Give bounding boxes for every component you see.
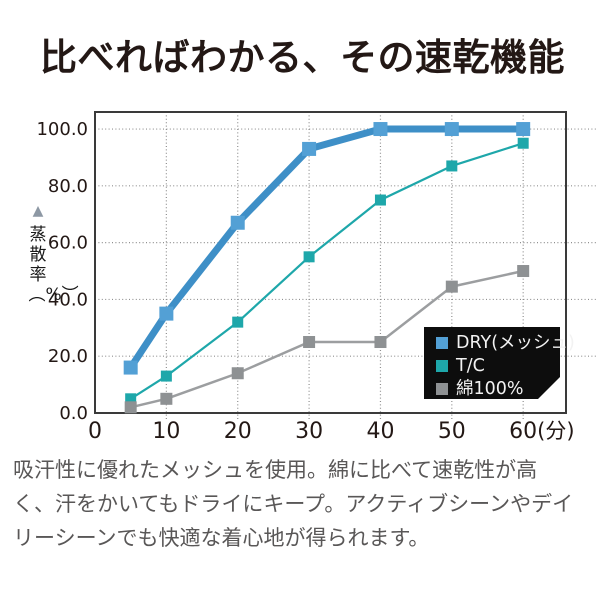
x-axis-unit: (分) [537, 419, 574, 443]
description-line: リーシーンでも快適な着心地が得られます。 [13, 526, 430, 550]
series-marker-2 [231, 367, 244, 380]
series-marker-0 [302, 141, 317, 156]
y-tick-label: 40.0 [48, 289, 88, 310]
y-tick-label: 60.0 [48, 233, 88, 254]
series-marker-1 [303, 251, 315, 263]
series-marker-0 [230, 215, 245, 230]
x-tick-label: 50 [438, 419, 466, 444]
series-marker-0 [516, 122, 531, 137]
description-text: 吸汗性に優れたメッシュを使用。綿に比べて速乾性が高 く、汗をかいてもドライにキー… [13, 453, 598, 555]
series-marker-1 [125, 393, 137, 405]
legend-box [424, 327, 560, 399]
series-marker-2 [374, 336, 387, 349]
series-marker-2 [517, 265, 530, 278]
x-tick-label: 60 [509, 419, 537, 444]
series-marker-0 [123, 360, 138, 375]
series-marker-0 [373, 122, 388, 137]
series-marker-2 [303, 336, 316, 349]
y-axis-label-text: 蒸散率︵%︶ [28, 225, 79, 305]
y-tick-label: 80.0 [48, 176, 88, 197]
series-marker-1 [517, 137, 529, 149]
x-tick-label: 20 [224, 419, 252, 444]
series-marker-1 [446, 160, 458, 172]
legend-label-1: T/C [455, 356, 485, 376]
x-tick-label: 40 [366, 419, 394, 444]
y-tick-label: 100.0 [36, 119, 88, 140]
y-tick-label: 20.0 [48, 346, 88, 367]
series-marker-0 [444, 122, 459, 137]
x-tick-label: 0 [88, 419, 102, 444]
triangle-up-icon: ▲ [32, 203, 44, 219]
x-tick-label: 30 [295, 419, 323, 444]
plot-border [94, 111, 567, 414]
page-title: 比べればわかる、その速乾機能 [40, 36, 565, 79]
line-chart-svg: 0.0 20.0 40.0 60.0 80.0 100.0 0 10 20 30 40 50 60 (分)… [36, 111, 597, 444]
legend-swatch-0 [436, 337, 448, 349]
y-tick-label: 0.0 [59, 403, 88, 424]
y-axis-label: ▲ 蒸散率︵%︶ [25, 203, 79, 305]
series-marker-0 [159, 306, 174, 321]
description-line: く、汗をかいてもドライにキープ。アクティブシーンやデイ [13, 492, 574, 516]
series-marker-2 [445, 280, 458, 293]
series-marker-2 [160, 392, 173, 405]
legend-swatch-2 [436, 383, 448, 395]
legend-swatch-1 [436, 360, 448, 372]
series-marker-1 [232, 316, 244, 328]
legend-label-0: DRY(メッシュ) [456, 333, 575, 353]
legend-label-2: 綿100% [456, 379, 524, 399]
series-marker-2 [124, 401, 137, 414]
series-marker-1 [374, 194, 386, 206]
description-line: 吸汗性に優れたメッシュを使用。綿に比べて速乾性が高 [13, 458, 538, 482]
x-tick-label: 10 [152, 419, 180, 444]
series-marker-1 [160, 370, 172, 382]
